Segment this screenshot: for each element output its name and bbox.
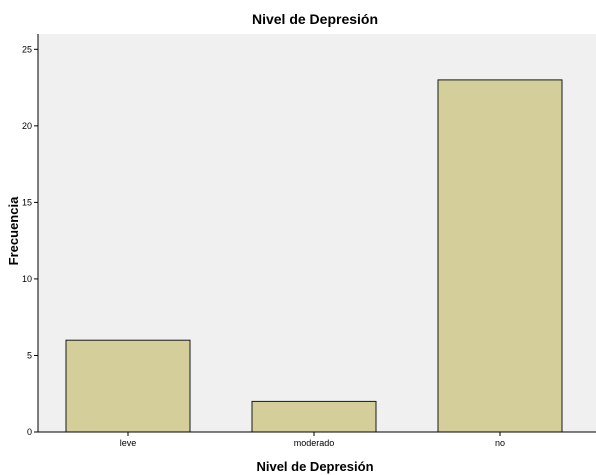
y-tick-label: 25 (22, 44, 32, 54)
bar-leve (65, 339, 191, 433)
y-tick-label: 15 (22, 197, 32, 207)
bars-layer (65, 79, 563, 433)
chart-title: Nivel de Depresión (252, 11, 378, 27)
bar-no (437, 79, 563, 433)
x-tick-label-no: no (495, 438, 505, 448)
y-tick-label: 20 (22, 121, 32, 131)
x-tick-label-moderado: moderado (294, 438, 335, 448)
bar-moderado (251, 400, 377, 433)
x-tick-label-leve: leve (120, 438, 137, 448)
y-tick-label: 0 (27, 427, 32, 437)
y-axis-label: Frecuencia (6, 196, 21, 265)
y-ticks: 0 5 10 15 20 25 (22, 44, 38, 437)
x-axis-label: Nivel de Depresión (256, 459, 373, 474)
x-ticks: leve moderado no (120, 432, 505, 448)
y-tick-label: 10 (22, 274, 32, 284)
y-tick-label: 5 (27, 350, 32, 360)
